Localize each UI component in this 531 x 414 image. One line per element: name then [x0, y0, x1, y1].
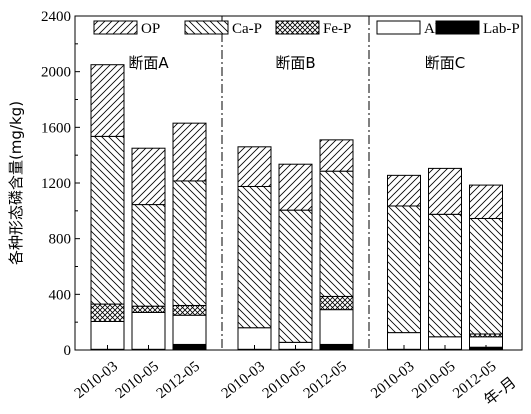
- y-tick-label: 0: [64, 343, 72, 359]
- x-tick-label: 2010-05: [260, 359, 309, 402]
- bar-segment-ca-p: [278, 209, 313, 343]
- x-tick-label: 2012-05: [301, 359, 350, 402]
- legend-label: Lab-P: [483, 21, 520, 37]
- legend-swatch-lab-p: [435, 20, 480, 35]
- bar-segment-fe-p: [172, 304, 207, 316]
- x-tick-label: 2010-03: [219, 359, 268, 402]
- bar-segment-op: [131, 147, 166, 206]
- bar-segment-ca-p: [319, 170, 354, 297]
- bar-segment-op: [319, 139, 354, 172]
- legend-label: Fe-P: [323, 21, 351, 37]
- legend-swatch-al-p: [376, 20, 421, 35]
- x-tick-label: 2010-05: [409, 359, 458, 402]
- bar-segment-ca-p: [172, 180, 207, 306]
- bar-segment-al-p: [172, 314, 207, 345]
- legend-swatch-ca-p: [184, 20, 229, 35]
- x-tick-label: 2010-03: [72, 359, 121, 402]
- bar-segment-op: [90, 64, 125, 137]
- section-titles: 断面A 断面B 断面C: [128, 54, 465, 72]
- legend-label: Ca-P: [232, 21, 262, 37]
- bar-segment-fe-p: [90, 303, 125, 322]
- bar-segment-ca-p: [131, 204, 166, 307]
- y-tick-label: 2000: [41, 65, 71, 81]
- y-tick-label: 1600: [41, 120, 71, 136]
- y-tick-label: 1200: [41, 176, 71, 192]
- bar-segment-op: [428, 167, 462, 215]
- x-tick-label: 2010-03: [368, 359, 417, 402]
- x-tick-label: 2010-05: [113, 359, 162, 402]
- section-title: 断面B: [275, 54, 315, 72]
- legend-swatch-op: [93, 20, 138, 35]
- section-title: 断面A: [128, 54, 169, 72]
- bar-segment-ca-p: [469, 217, 503, 335]
- bar-segment-ca-p: [90, 135, 125, 305]
- bar-segment-al-p: [319, 309, 354, 345]
- y-axis-title: 各种形态磷含量(mg/kg): [7, 101, 25, 265]
- legend-swatch-fe-p: [275, 20, 320, 35]
- bar-segment-ca-p: [237, 185, 272, 329]
- legend-label: OP: [141, 21, 160, 37]
- bar-segment-al-p: [131, 311, 166, 350]
- bar-segment-ca-p: [387, 205, 421, 334]
- y-tick-label: 800: [49, 232, 72, 248]
- section-title: 断面C: [425, 54, 465, 72]
- y-tick-label: 2400: [41, 9, 71, 25]
- bar-segment-fe-p: [131, 305, 166, 313]
- bar-segment-op: [387, 174, 421, 207]
- x-tick-label: 2012-05: [154, 359, 203, 402]
- bar-segment-fe-p: [319, 295, 354, 311]
- y-tick-label: 400: [49, 287, 72, 303]
- y-axis: 0 400 800 1200 1600 2000 2400: [41, 9, 80, 359]
- bars: [90, 64, 503, 351]
- bar-segment-op: [172, 122, 207, 182]
- bar-segment-op: [469, 184, 503, 219]
- bar-segment-op: [237, 146, 272, 187]
- bar-segment-ca-p: [428, 213, 462, 338]
- bar-segment-op: [278, 163, 313, 211]
